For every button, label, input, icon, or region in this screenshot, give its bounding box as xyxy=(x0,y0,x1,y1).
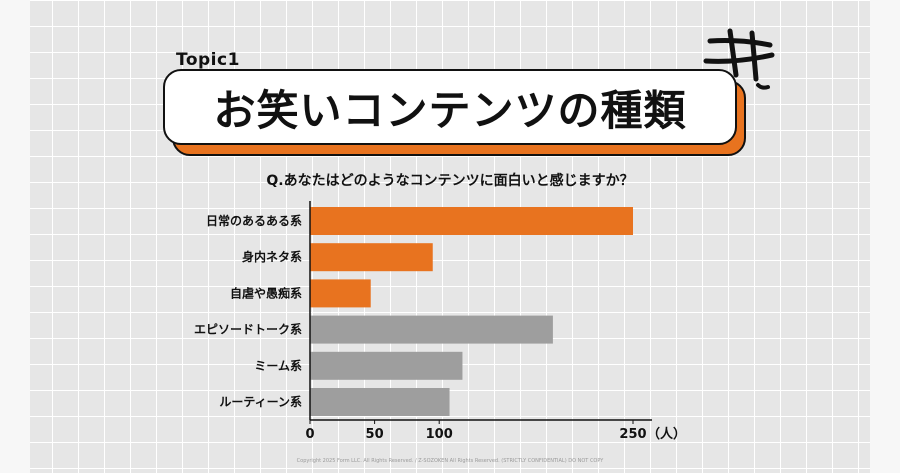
bar xyxy=(310,351,463,380)
left-margin-strip xyxy=(0,0,30,473)
topic-label: Topic1 xyxy=(176,50,240,70)
bar xyxy=(310,279,371,308)
category-label: エピソードトーク系 xyxy=(194,322,302,337)
bar xyxy=(310,315,553,344)
x-tick-label: 0 xyxy=(305,427,314,442)
x-tick-label: 50 xyxy=(366,427,384,442)
x-tick-label: 100 xyxy=(426,427,453,442)
chart-question-title: Q.あなたはどのようなコンテンツに面白いと感じますか？ xyxy=(266,173,634,189)
category-label: ミーム系 xyxy=(254,358,302,373)
x-tick-label: 250 xyxy=(619,427,646,442)
category-label: 身内ネタ系 xyxy=(242,249,302,264)
page-title: お笑いコンテンツの種類 xyxy=(213,85,687,135)
footer-copyright: Copyright 2025 Form LLC. All Rights Rese… xyxy=(296,458,604,464)
right-margin-strip xyxy=(870,0,900,473)
title-box: お笑いコンテンツの種類 xyxy=(163,69,737,145)
bar xyxy=(310,243,433,272)
category-label: 日常のあるある系 xyxy=(206,213,302,228)
bar xyxy=(310,207,633,235)
bar xyxy=(310,388,450,416)
category-label: ルーティーン系 xyxy=(219,394,302,409)
x-axis-unit-label: （人） xyxy=(647,426,686,442)
sparkle-doodle-icon xyxy=(703,28,775,90)
category-label: 自虐や愚痴系 xyxy=(230,285,302,300)
